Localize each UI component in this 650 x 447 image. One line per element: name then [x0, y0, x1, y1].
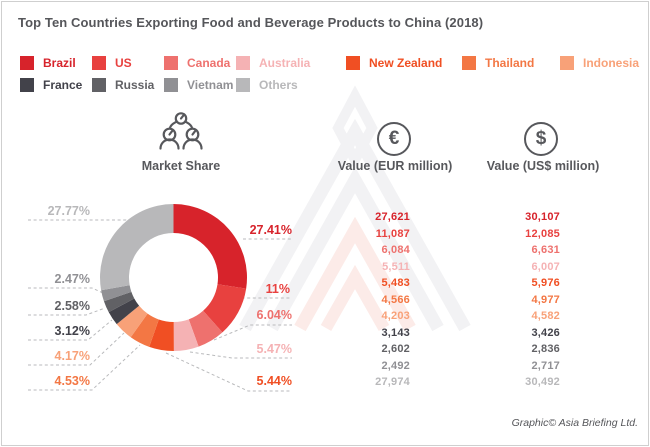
- legend-item-vietnam: Vietnam: [164, 78, 233, 92]
- market-share-header: Market Share: [141, 159, 221, 173]
- donut-slice-france: [108, 298, 140, 325]
- legend-item-thailand: Thailand: [462, 56, 534, 70]
- legend-label: Australia: [259, 56, 311, 70]
- legend-item-france: France: [20, 78, 82, 92]
- legend-item-new-zealand: New Zealand: [346, 56, 442, 70]
- donut-slice-russia: [103, 291, 135, 313]
- graphic-credit: Graphic© Asia Briefing Ltd.: [511, 417, 638, 429]
- leader-line-australia: [189, 351, 292, 359]
- legend-item-us: US: [92, 56, 132, 70]
- legend-label: Canada: [187, 56, 231, 70]
- donut-slice-thailand: [130, 313, 159, 347]
- leader-line-russia: [28, 307, 106, 316]
- leader-line-canada: [213, 324, 292, 341]
- legend-label: Brazil: [43, 56, 76, 70]
- leader-line-vietnam: [28, 287, 104, 294]
- eur-column-header: Value (EUR million): [337, 159, 453, 173]
- share-label-russia: 2.58%: [54, 299, 90, 313]
- legend-swatch-canada: [164, 56, 178, 70]
- donut-slice-canada: [188, 310, 223, 347]
- eur-value-us: 11,087: [375, 227, 410, 240]
- legend-item-others: Others: [236, 78, 298, 92]
- dollar-glyph: $: [535, 128, 547, 149]
- donut-slice-others: [99, 204, 174, 291]
- usd-value-thailand: 4,977: [531, 293, 560, 306]
- legend-label: Indonesia: [583, 56, 640, 70]
- euro-circle-icon: €: [377, 122, 411, 156]
- legend-item-brazil: Brazil: [20, 56, 76, 70]
- share-label-france: 3.12%: [54, 324, 90, 338]
- legend-label: Vietnam: [187, 78, 234, 92]
- eur-value-thailand: 4,566: [381, 293, 410, 306]
- legend-swatch-us: [92, 56, 106, 70]
- usd-value-brazil: 30,107: [525, 211, 560, 223]
- share-label-canada: 6.04%: [256, 308, 292, 322]
- legend-swatch-indonesia: [560, 56, 574, 70]
- usd-value-others: 30,492: [525, 376, 560, 388]
- legend-swatch-others: [236, 78, 250, 92]
- legend-item-indonesia: Indonesia: [560, 56, 639, 70]
- legend-label: Others: [259, 78, 298, 92]
- legend-label: US: [115, 56, 132, 70]
- share-label-us: 11%: [265, 282, 290, 296]
- usd-value-us: 12,085: [525, 227, 560, 240]
- eur-value-canada: 6,084: [381, 244, 410, 256]
- legend-swatch-australia: [236, 56, 250, 70]
- usd-value-vietnam: 2,717: [531, 359, 560, 372]
- share-label-vietnam: 2.47%: [54, 272, 90, 286]
- legend-swatch-vietnam: [164, 78, 178, 92]
- legend-label: Thailand: [485, 56, 535, 70]
- leader-line-thailand: [28, 344, 141, 391]
- share-label-australia: 5.47%: [256, 342, 292, 356]
- legend-label: France: [43, 78, 83, 92]
- share-label-indonesia: 4.17%: [54, 349, 90, 363]
- legend-swatch-thailand: [462, 56, 476, 70]
- share-label-others: 27.77%: [47, 204, 90, 218]
- euro-glyph: €: [388, 128, 400, 149]
- leader-line-indonesia: [28, 332, 125, 366]
- usd-value-indonesia: 4,582: [531, 310, 560, 322]
- eur-value-australia: 5,511: [382, 260, 410, 273]
- legend-swatch-brazil: [20, 56, 34, 70]
- usd-value-australia: 6,007: [531, 260, 560, 273]
- chart-title: Top Ten Countries Exporting Food and Bev…: [18, 15, 484, 30]
- usd-value-france: 3,426: [531, 326, 560, 339]
- share-label-new-zealand: 5.44%: [256, 374, 292, 388]
- people-share-icon: [159, 112, 203, 150]
- eur-value-russia: 2,602: [381, 343, 410, 355]
- eur-value-france: 3,143: [381, 326, 410, 339]
- leader-line-france: [28, 319, 113, 341]
- usd-column-header: Value (US$ million): [486, 159, 600, 173]
- share-label-brazil: 27.41%: [249, 223, 292, 237]
- donut-slice-brazil: [173, 204, 248, 289]
- legend-swatch-france: [20, 78, 34, 92]
- legend-item-russia: Russia: [92, 78, 154, 92]
- eur-value-brazil: 27,621: [375, 211, 410, 223]
- donut-slice-indonesia: [116, 305, 148, 338]
- donut-slice-vietnam: [101, 285, 132, 302]
- share-label-thailand: 4.53%: [54, 374, 90, 388]
- legend-label: Russia: [115, 78, 155, 92]
- legend-swatch-russia: [92, 78, 106, 92]
- legend-label: New Zealand: [369, 56, 443, 70]
- dollar-circle-icon: $: [524, 122, 558, 156]
- donut-slice-new-zealand: [149, 319, 174, 352]
- donut-slice-us: [203, 284, 247, 333]
- eur-value-vietnam: 2,492: [381, 359, 410, 372]
- usd-value-canada: 6,631: [531, 244, 560, 256]
- usd-value-new-zealand: 5,976: [531, 277, 560, 289]
- eur-value-indonesia: 4,203: [381, 310, 410, 322]
- legend-item-canada: Canada: [164, 56, 230, 70]
- donut-slice-australia: [173, 319, 199, 351]
- legend-swatch-new-zealand: [346, 56, 360, 70]
- leader-line-new-zealand: [165, 352, 292, 392]
- usd-value-russia: 2,836: [531, 343, 560, 355]
- eur-value-others: 27,974: [375, 376, 410, 388]
- legend-item-australia: Australia: [236, 56, 310, 70]
- eur-value-new-zealand: 5,483: [381, 277, 410, 289]
